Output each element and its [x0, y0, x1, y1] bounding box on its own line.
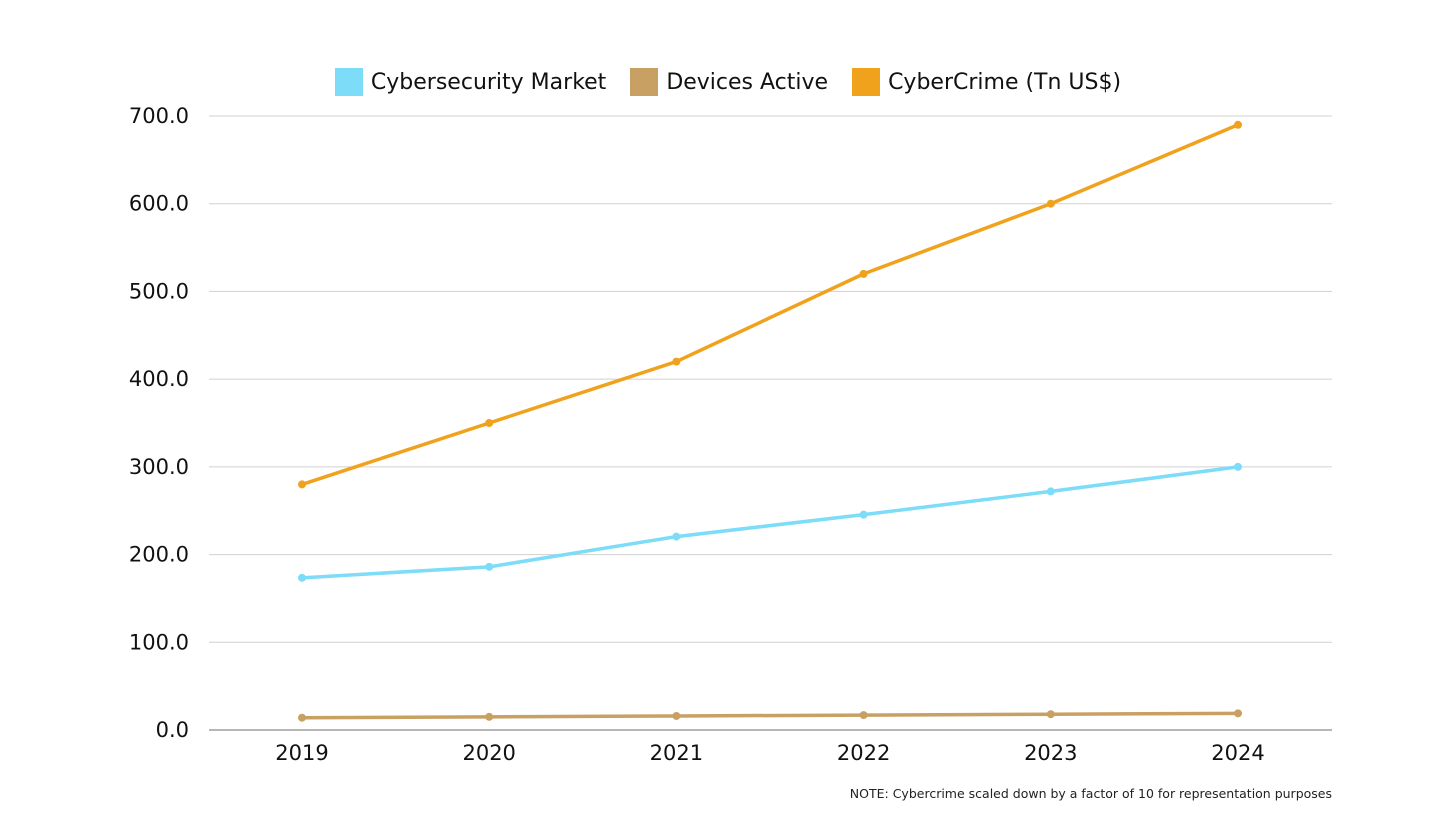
chart-note: NOTE: Cybercrime scaled down by a factor… — [849, 786, 1332, 801]
series-line-cybersecurity-market — [300, 465, 1240, 580]
x-tick-label: 2024 — [1211, 741, 1264, 765]
data-point-devices-active — [859, 711, 868, 720]
y-tick-label: 200.0 — [129, 543, 189, 567]
data-point-cybercrime-tn-us — [1046, 199, 1055, 208]
x-tick-label: 2019 — [275, 741, 328, 765]
data-point-cybercrime-tn-us — [1234, 120, 1242, 129]
chart-legend: Cybersecurity Market Devices Active Cybe… — [0, 68, 1456, 96]
x-tick-label: 2022 — [837, 741, 890, 765]
data-point-devices-active — [298, 713, 306, 722]
data-point-cybersecurity-market — [298, 573, 306, 582]
legend-item-devices-active[interactable]: Devices Active — [630, 68, 828, 96]
legend-label-cybercrime: CyberCrime (Tn US$) — [888, 69, 1122, 95]
legend-label-devices-active: Devices Active — [666, 69, 829, 95]
legend-label-cybersecurity-market: Cybersecurity Market — [370, 69, 607, 95]
series-line-devices-active — [300, 711, 1240, 720]
data-point-cybersecurity-market — [859, 510, 868, 519]
x-tick-label: 2023 — [1024, 741, 1077, 765]
legend-swatch-cybercrime — [852, 68, 881, 96]
y-tick-label: 0.0 — [156, 718, 189, 742]
legend-item-cybercrime[interactable]: CyberCrime (Tn US$) — [852, 68, 1121, 96]
legend-item-cybersecurity-market[interactable]: Cybersecurity Market — [334, 68, 607, 96]
data-point-devices-active — [1046, 710, 1055, 719]
y-tick-label: 300.0 — [129, 455, 189, 479]
data-point-cybercrime-tn-us — [672, 357, 681, 366]
data-point-cybercrime-tn-us — [298, 480, 306, 489]
data-point-cybercrime-tn-us — [859, 269, 868, 278]
data-point-devices-active — [672, 711, 681, 720]
data-point-cybersecurity-market — [1234, 462, 1242, 471]
y-tick-label: 400.0 — [129, 367, 189, 391]
y-tick-label: 100.0 — [129, 630, 189, 654]
y-tick-label: 500.0 — [129, 279, 189, 303]
legend-swatch-devices-active — [630, 68, 659, 96]
x-tick-label: 2020 — [462, 741, 515, 765]
series-line-cybercrime-tn-us — [300, 123, 1240, 487]
x-tick-label: 2021 — [650, 741, 703, 765]
data-point-cybersecurity-market — [672, 532, 681, 541]
y-tick-label: 700.0 — [129, 104, 189, 128]
data-point-cybercrime-tn-us — [485, 419, 494, 427]
y-tick-label: 600.0 — [129, 192, 189, 216]
data-point-devices-active — [485, 712, 494, 721]
legend-swatch-cybersecurity-market — [334, 68, 363, 96]
data-point-cybersecurity-market — [485, 562, 494, 571]
data-point-devices-active — [1234, 709, 1242, 718]
data-point-cybersecurity-market — [1046, 487, 1055, 496]
